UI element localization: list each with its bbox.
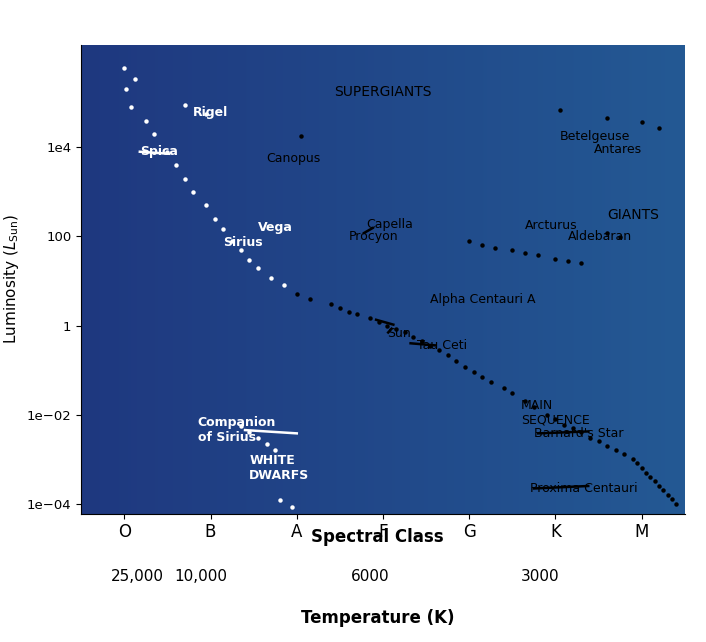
Text: Aldebaran: Aldebaran — [568, 230, 633, 243]
Text: Capella: Capella — [366, 218, 412, 230]
Text: Barnard's Star: Barnard's Star — [534, 427, 623, 440]
Text: Spectral Class: Spectral Class — [311, 528, 444, 546]
Text: Spica: Spica — [140, 145, 178, 158]
Text: Sirius: Sirius — [224, 236, 263, 248]
Text: 3000: 3000 — [521, 569, 559, 584]
Text: Tau Ceti: Tau Ceti — [417, 339, 467, 352]
Text: MAIN
SEQUENCE: MAIN SEQUENCE — [521, 399, 590, 427]
Text: Temperature (K): Temperature (K) — [301, 609, 455, 627]
Text: SUPERGIANTS: SUPERGIANTS — [334, 85, 432, 98]
Text: Antares: Antares — [594, 143, 642, 156]
Text: GIANTS: GIANTS — [607, 208, 659, 222]
Text: 10,000: 10,000 — [174, 569, 228, 584]
Text: Companion
of Sirius: Companion of Sirius — [198, 416, 276, 444]
Text: Sun: Sun — [388, 327, 411, 340]
Text: WHITE
DWARFS: WHITE DWARFS — [249, 453, 310, 482]
Text: Vega: Vega — [258, 221, 293, 234]
Text: 25,000: 25,000 — [111, 569, 164, 584]
Text: Betelgeuse: Betelgeuse — [560, 130, 630, 143]
Text: Rigel: Rigel — [193, 107, 229, 119]
Text: Arcturus: Arcturus — [525, 219, 578, 232]
Y-axis label: Luminosity ($L_\mathregular{Sun}$): Luminosity ($L_\mathregular{Sun}$) — [2, 214, 21, 344]
Text: Procyon: Procyon — [349, 230, 398, 243]
Text: Proxima Centauri: Proxima Centauri — [530, 482, 638, 495]
Text: Alpha Centauri A: Alpha Centauri A — [431, 293, 536, 306]
Text: Canopus: Canopus — [267, 153, 321, 166]
Text: 6000: 6000 — [352, 569, 390, 584]
